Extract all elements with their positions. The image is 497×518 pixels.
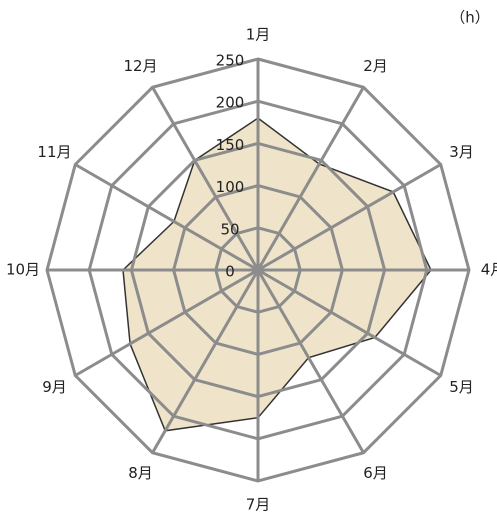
tick-label: 0 (225, 263, 235, 281)
category-label: 2月 (363, 57, 388, 75)
category-label: 7月 (246, 496, 271, 514)
category-label: 5月 (449, 378, 474, 396)
category-label: 10月 (6, 261, 40, 279)
tick-label: 150 (216, 136, 245, 154)
spoke (151, 86, 260, 271)
tick-label: 100 (216, 178, 245, 196)
tick-label: 50 (220, 220, 239, 238)
tick-label: 200 (216, 94, 245, 112)
spoke (151, 269, 260, 454)
spoke (74, 268, 259, 377)
category-label: 12月 (123, 57, 157, 75)
category-label: 1月 (246, 26, 271, 44)
spoke (74, 163, 259, 272)
spoke (256, 269, 365, 454)
category-label: 11月 (37, 143, 71, 161)
category-label: 4月 (481, 261, 497, 279)
category-label: 3月 (449, 143, 474, 161)
unit-label: （h） (450, 9, 490, 27)
category-label: 8月 (128, 464, 153, 482)
spoke (257, 268, 442, 377)
category-label: 9月 (42, 378, 67, 396)
tick-label: 250 (216, 52, 245, 70)
spoke (257, 163, 442, 272)
spoke (256, 86, 365, 271)
category-label: 6月 (363, 464, 388, 482)
